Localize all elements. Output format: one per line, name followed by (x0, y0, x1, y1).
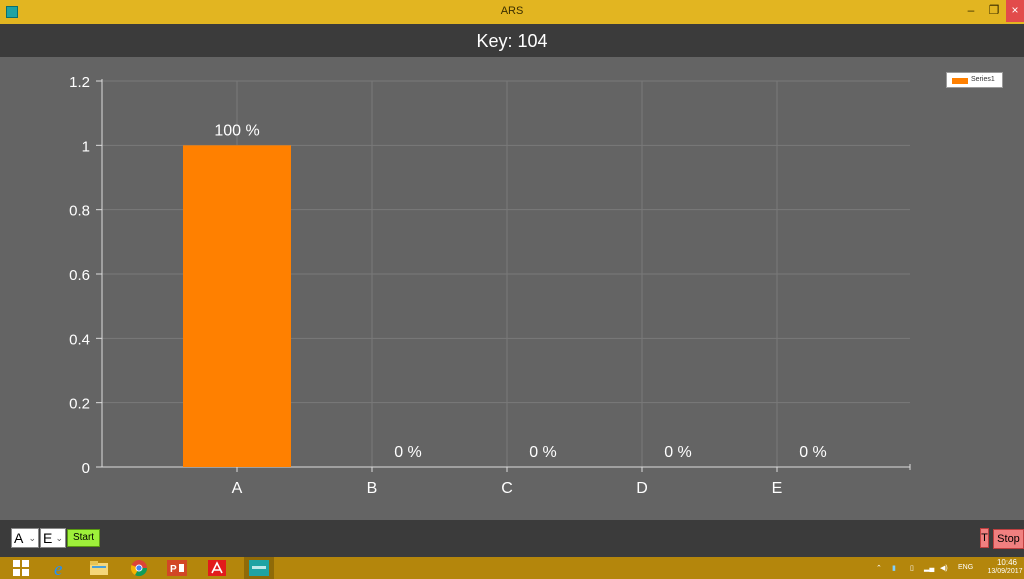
chart-area: 0 0.2 0.4 0.6 0.8 1 1.2 A 100 % B 0 % C 0 % D 0 % E 0 % … (0, 57, 1024, 520)
key-header: Key: 104 (0, 24, 1024, 57)
ars-app-icon[interactable] (246, 559, 272, 577)
from-option-select[interactable]: A ⌄ (11, 528, 39, 548)
x-tick-label: C (501, 480, 513, 497)
data-label: 0 % (664, 444, 692, 461)
data-label: 0 % (529, 444, 557, 461)
stop-button[interactable]: Stop (993, 529, 1024, 549)
bar-a (183, 145, 291, 467)
clock-date[interactable]: 13/09/2017 (987, 568, 1023, 575)
app-icon (6, 6, 18, 18)
volume-icon[interactable]: ◀) (940, 565, 948, 572)
battery-icon[interactable]: ▯ (910, 565, 914, 572)
x-tick-label: A (232, 480, 243, 497)
internet-explorer-icon[interactable]: e (48, 559, 74, 577)
from-option-value: A (14, 530, 24, 546)
close-button[interactable]: × (1006, 0, 1024, 22)
to-option-value: E (43, 530, 53, 546)
chevron-down-icon: ⌄ (55, 533, 63, 543)
to-option-select[interactable]: E ⌄ (40, 528, 66, 548)
start-button[interactable]: Start (67, 529, 100, 547)
y-tick-label: 0.2 (69, 396, 90, 413)
y-tick-label: 0.4 (69, 331, 90, 348)
file-explorer-icon[interactable] (86, 559, 112, 577)
data-label: 100 % (214, 122, 259, 139)
tray-chevron-icon[interactable]: ⌃ (876, 565, 882, 572)
acrobat-icon[interactable] (204, 559, 230, 577)
x-tick-label: B (367, 480, 378, 497)
chart-legend: Series1 (946, 72, 1003, 88)
window-title: ARS (500, 5, 524, 17)
windows-start-icon[interactable] (8, 559, 34, 577)
svg-text:P: P (170, 564, 177, 575)
maximize-button[interactable]: ❐ (988, 3, 1000, 17)
network-flag-icon[interactable]: ▮ (892, 565, 896, 572)
y-tick-label: 1.2 (69, 74, 90, 91)
chevron-down-icon: ⌄ (28, 533, 36, 543)
control-strip: A ⌄ E ⌄ Start T Stop (0, 520, 1024, 557)
y-tick-label: 0 (82, 460, 90, 477)
y-tick-label: 0.6 (69, 267, 90, 284)
clock-time[interactable]: 10:46 (996, 558, 1018, 567)
legend-swatch (952, 78, 968, 84)
chrome-icon[interactable] (126, 559, 152, 577)
bar-chart: 0 0.2 0.4 0.6 0.8 1 1.2 A 100 % B 0 % C 0 % D 0 % E 0 % (69, 74, 911, 497)
title-bar[interactable]: ARS – ❐ × (0, 0, 1024, 24)
powerpoint-icon[interactable]: P (164, 559, 190, 577)
x-tick-label: E (772, 480, 783, 497)
x-tick-label: D (636, 480, 648, 497)
minimize-button[interactable]: – (967, 3, 975, 17)
t-button[interactable]: T (980, 528, 989, 548)
legend-label: Series1 (971, 76, 995, 83)
data-label: 0 % (394, 444, 422, 461)
y-tick-label: 1 (82, 138, 90, 155)
windows-taskbar: e P ⌃ ▮ ▯ ▂▄ ◀) ENG 10:46 13/09/2017 (0, 557, 1024, 579)
key-label: Key: 104 (476, 31, 548, 51)
data-label: 0 % (799, 444, 827, 461)
language-indicator[interactable]: ENG (958, 564, 974, 571)
signal-icon[interactable]: ▂▄ (924, 565, 935, 572)
svg-text:e: e (54, 559, 62, 577)
system-tray: ⌃ ▮ ▯ ▂▄ ◀) ENG 10:46 13/09/2017 (870, 557, 1024, 579)
y-tick-label: 0.8 (69, 203, 90, 220)
